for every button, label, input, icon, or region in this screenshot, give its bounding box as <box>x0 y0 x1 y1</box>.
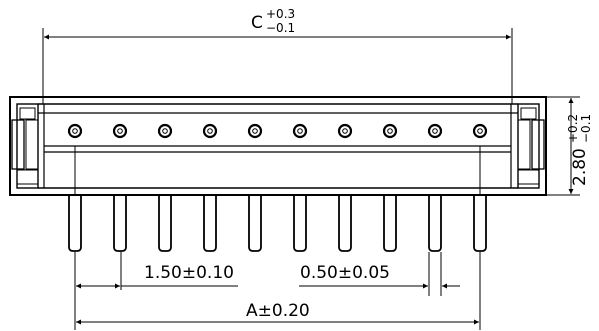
pin <box>473 195 487 252</box>
dim-pin-span: A±0.20 <box>76 252 481 330</box>
contact-hole <box>382 123 398 139</box>
pin <box>248 195 262 252</box>
contact-hole-inner <box>207 128 213 134</box>
contact-hole-inner <box>72 128 78 134</box>
contact-hole <box>202 123 218 139</box>
contact-hole-inner <box>162 128 168 134</box>
dim-c-tol-lower: −0.1 <box>266 21 295 35</box>
contact-hole <box>292 123 308 139</box>
connector-housing <box>9 96 547 196</box>
contact-hole-inner <box>432 128 438 134</box>
pin <box>203 195 217 252</box>
contact-hole-inner <box>477 128 483 134</box>
dim-pin-width-label: 0.50±0.05 <box>300 263 390 283</box>
contact-hole <box>247 123 263 139</box>
contact-hole <box>427 123 443 139</box>
pin <box>428 195 442 252</box>
pin <box>383 195 397 252</box>
dim-height-tol-upper: +0.2 <box>566 114 580 143</box>
dim-pin-width: 0.50±0.05 <box>299 252 460 296</box>
dim-pitch: 1.50±0.10 <box>74 252 238 330</box>
pin <box>293 195 307 252</box>
contact-holes <box>67 123 488 139</box>
pin <box>68 195 82 252</box>
contact-hole <box>472 123 488 139</box>
contact-hole-inner <box>117 128 123 134</box>
contact-hole <box>157 123 173 139</box>
dim-pitch-label: 1.50±0.10 <box>144 263 234 283</box>
contact-hole <box>67 123 83 139</box>
dim-overall-length: C +0.3 −0.1 <box>42 7 513 104</box>
dim-pin-span-label: A±0.20 <box>246 301 310 321</box>
contact-hole <box>112 123 128 139</box>
contact-hole-inner <box>387 128 393 134</box>
contact-hole <box>337 123 353 139</box>
dim-height-label: 2.80 <box>570 148 590 186</box>
dim-height-tol-lower: −0.1 <box>579 114 593 143</box>
contact-hole-inner <box>342 128 348 134</box>
right-latch <box>517 103 545 189</box>
contact-hole-inner <box>252 128 258 134</box>
contact-hole-inner <box>297 128 303 134</box>
dim-c-tol-upper: +0.3 <box>266 7 295 21</box>
pin <box>338 195 352 252</box>
pin <box>158 195 172 252</box>
dim-c-label: C <box>251 13 263 33</box>
pins <box>68 195 487 252</box>
pin <box>113 195 127 252</box>
dim-height: 2.80 +0.2 −0.1 <box>546 96 593 196</box>
left-latch <box>11 103 39 189</box>
